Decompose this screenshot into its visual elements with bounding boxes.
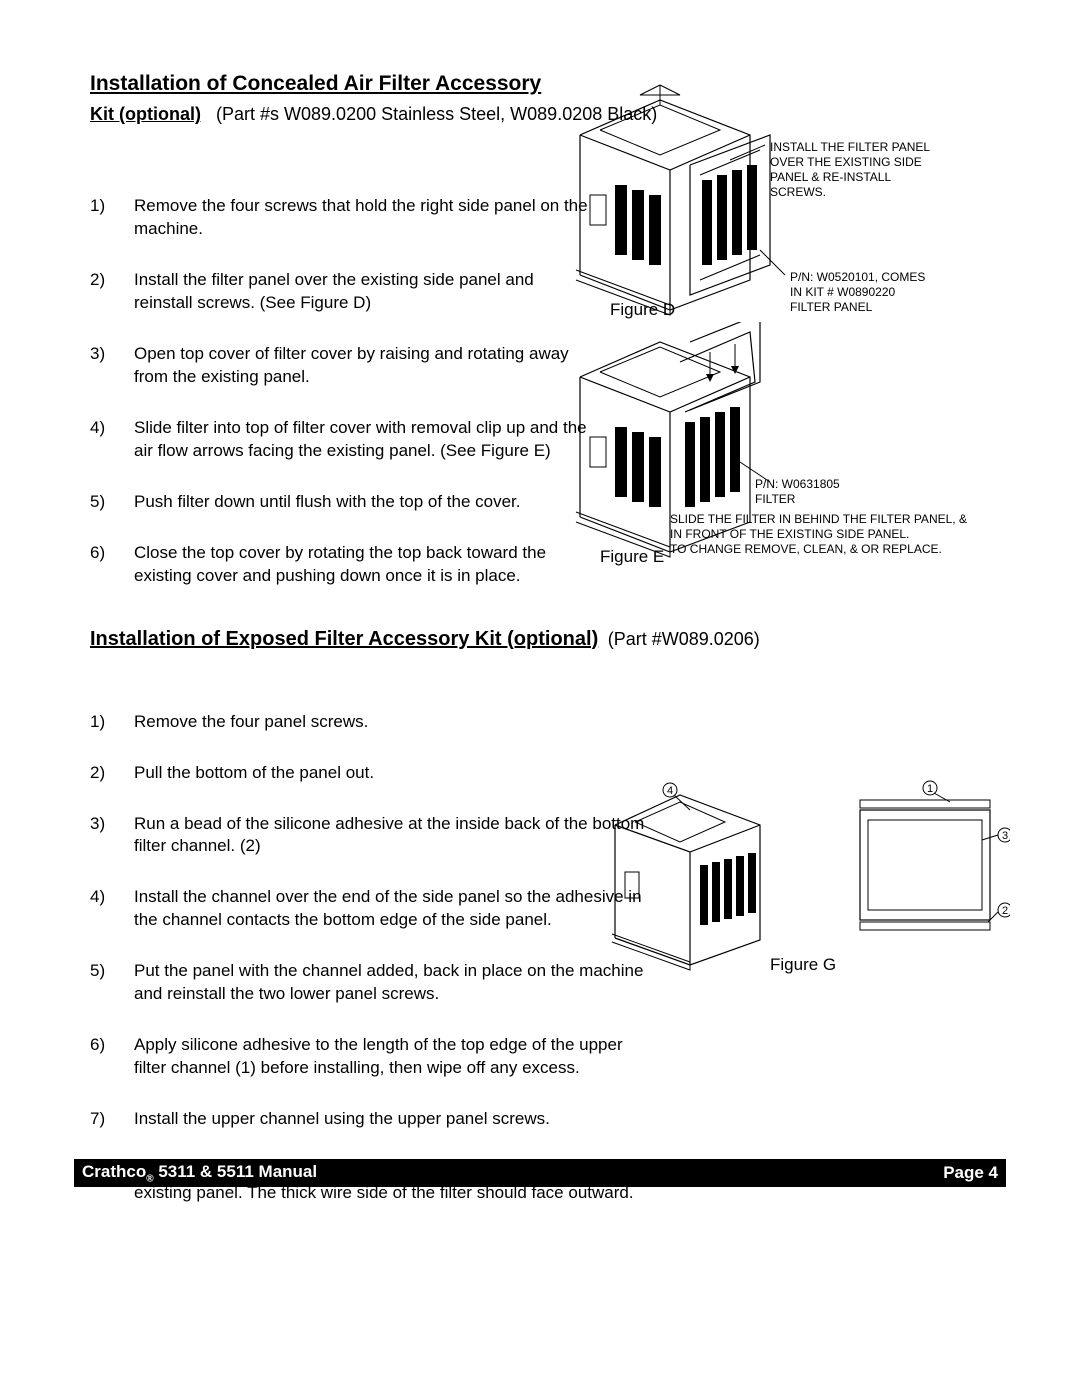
figure-e-callout-2: SLIDE THE FILTER IN BEHIND THE FILTER PA… (670, 512, 1000, 557)
figure-d-callout-1: INSTALL THE FILTER PANEL OVER THE EXISTI… (770, 140, 940, 200)
figure-g: 4 1 2 3 Figure G (610, 780, 1010, 980)
callout-line: P/N: W0520101, COMES (790, 270, 925, 284)
step-text: Remove the four screws that hold the rig… (134, 195, 590, 241)
figure-d-callout-2: P/N: W0520101, COMES IN KIT # W0890220 F… (790, 270, 980, 315)
step-text: Install the filter panel over the existi… (134, 269, 590, 315)
figure-e-callout-1: P/N: W0631805 FILTER (755, 477, 915, 507)
page-footer: Crathco® 5311 & 5511 Manual Page 4 (74, 1159, 1006, 1187)
footer-right: Page 4 (943, 1163, 998, 1183)
step-number: 3) (90, 813, 134, 859)
figure-e-label: Figure E (600, 547, 664, 567)
step-text: Pull the bottom of the panel out. (134, 762, 650, 785)
section2-part-text: (Part #W089.0206) (608, 629, 760, 649)
section1-partnums (206, 104, 216, 124)
callout-line: IN KIT # W0890220 (790, 285, 895, 299)
footer-left: Crathco® 5311 & 5511 Manual (82, 1162, 317, 1184)
figure-d-label: Figure D (610, 300, 675, 320)
step-text: Close the top cover by rotating the top … (134, 542, 590, 588)
step-number: 7) (90, 1108, 134, 1131)
step: 2)Install the filter panel over the exis… (90, 269, 590, 315)
step: 3)Open top cover of filter cover by rais… (90, 343, 590, 389)
step: 4)Slide filter into top of filter cover … (90, 417, 590, 463)
step: 7)Install the upper channel using the up… (90, 1108, 650, 1131)
figure-d: Figure D INSTALL THE FILTER PANEL OVER T… (570, 80, 1000, 320)
step-number: 5) (90, 960, 134, 1006)
step-number: 2) (90, 269, 134, 315)
step: 6)Close the top cover by rotating the to… (90, 542, 590, 588)
step: 2)Pull the bottom of the panel out. (90, 762, 650, 785)
section2-heading: Installation of Exposed Filter Accessory… (90, 628, 1000, 651)
svg-text:2: 2 (1002, 905, 1008, 917)
step-number: 4) (90, 886, 134, 932)
step: 5)Put the panel with the channel added, … (90, 960, 650, 1006)
step-text: Apply silicone adhesive to the length of… (134, 1034, 650, 1080)
step-text: Remove the four panel screws. (134, 711, 650, 734)
step-number: 6) (90, 1034, 134, 1080)
step-number: 5) (90, 491, 134, 514)
step: 1)Remove the four panel screws. (90, 711, 650, 734)
step: 3)Run a bead of the silicone adhesive at… (90, 813, 650, 859)
step-text: Put the panel with the channel added, ba… (134, 960, 650, 1006)
step-number: 2) (90, 762, 134, 785)
step-text: Install the channel over the end of the … (134, 886, 650, 932)
figure-g-label: Figure G (770, 955, 836, 975)
svg-text:3: 3 (1002, 830, 1008, 842)
step-number: 6) (90, 542, 134, 588)
step-text: Install the upper channel using the uppe… (134, 1108, 650, 1131)
footer-brand: Crathco (82, 1162, 146, 1181)
step-text: Run a bead of the silicone adhesive at t… (134, 813, 650, 859)
registered-icon: ® (146, 1173, 153, 1184)
figure-g-svg: 4 1 2 3 (610, 780, 1010, 980)
section2-steps: 1)Remove the four panel screws. 2)Pull t… (90, 711, 650, 1205)
section1-title: Installation of Concealed Air Filter Acc… (90, 72, 541, 95)
callout-line: IN FRONT OF THE EXISTING SIDE PANEL. (670, 527, 909, 541)
step: 6)Apply silicone adhesive to the length … (90, 1034, 650, 1080)
callout-line: SLIDE THE FILTER IN BEHIND THE FILTER PA… (670, 512, 967, 526)
step-text: Push filter down until flush with the to… (134, 491, 590, 514)
callout-line: P/N: W0631805 (755, 477, 840, 491)
callout-line: TO CHANGE REMOVE, CLEAN, & OR REPLACE. (670, 542, 942, 556)
section2-title: Installation of Exposed Filter Accessory… (90, 628, 598, 650)
page: Installation of Concealed Air Filter Acc… (0, 0, 1080, 1397)
step-number: 1) (90, 195, 134, 241)
step-number: 4) (90, 417, 134, 463)
step-text: Open top cover of filter cover by raisin… (134, 343, 590, 389)
svg-text:4: 4 (667, 785, 673, 797)
svg-text:1: 1 (927, 783, 933, 795)
footer-model: 5311 & 5511 Manual (154, 1162, 318, 1181)
figure-e: Figure E P/N: W0631805 FILTER SLIDE THE … (570, 322, 1000, 562)
step: 1)Remove the four screws that hold the r… (90, 195, 590, 241)
step-number: 1) (90, 711, 134, 734)
step-number: 3) (90, 343, 134, 389)
callout-line: FILTER (755, 492, 795, 506)
callout-line: FILTER PANEL (790, 300, 872, 314)
step-text: Slide filter into top of filter cover wi… (134, 417, 590, 463)
section1-steps: 1)Remove the four screws that hold the r… (90, 195, 590, 587)
kit-label: Kit (optional) (90, 104, 201, 124)
step: 5)Push filter down until flush with the … (90, 491, 590, 514)
step: 4)Install the channel over the end of th… (90, 886, 650, 932)
